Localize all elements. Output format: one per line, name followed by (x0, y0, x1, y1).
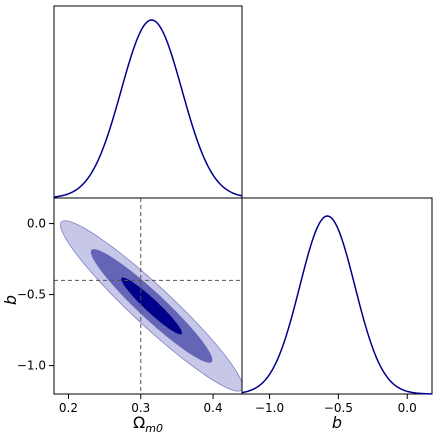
x-tick-label: 0.3 (131, 401, 150, 415)
x-axis-label-b: b (332, 413, 342, 432)
y-axis-label-b: b (1, 295, 20, 305)
y-tick-label: −1.0 (17, 359, 46, 373)
x-tick-label: 0.2 (59, 401, 78, 415)
marginal-panel-omega (53, 5, 243, 199)
x2-tick-label: −1.0 (255, 401, 284, 415)
joint-y-ticks: −1.0 −0.5 0.0 (17, 217, 54, 373)
joint-x-ticks: 0.2 0.3 0.4 (59, 394, 223, 415)
marginal-curve-omega (53, 19, 243, 198)
contour-1sigma (121, 277, 182, 335)
marginal-curve-b (241, 215, 433, 395)
marginal-b-x-ticks: −1.0 −0.5 0.0 (255, 394, 417, 415)
x-tick-label: 0.4 (204, 401, 223, 415)
x2-tick-label: 0.0 (398, 401, 417, 415)
y-tick-label: −0.5 (17, 288, 46, 302)
x-axis-label-omega: Ωm0 (133, 413, 163, 435)
x2-tick-label: −0.5 (324, 401, 353, 415)
marginal-panel-omega-frame (53, 5, 243, 199)
x-axis-label-omega-subscript: m0 (145, 422, 163, 435)
marginal-panel-b: −1.0 −0.5 0.0 (241, 197, 433, 415)
marginal-panel-b-frame (241, 197, 433, 395)
joint-panel: 0.2 0.3 0.4 −1.0 −0.5 0.0 (17, 197, 243, 415)
y-tick-label: 0.0 (27, 217, 46, 231)
